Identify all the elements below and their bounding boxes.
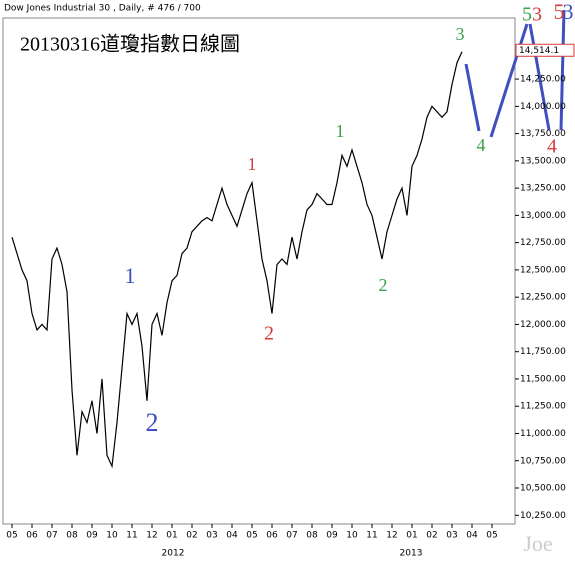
y-tick-label: 11,250.00 (520, 402, 566, 412)
x-tick-label: 07 (46, 531, 57, 541)
y-tick-label: 12,000.00 (520, 320, 566, 330)
x-tick-label: 08 (66, 531, 78, 541)
x-tick-label: 01 (406, 531, 417, 541)
y-tick-label: 11,000.00 (520, 429, 566, 439)
price-line (11, 51, 463, 469)
wave-label: 2 (379, 275, 388, 295)
x-tick-label: 10 (106, 531, 118, 541)
y-tick-label: 12,500.00 (520, 265, 566, 275)
x-tick-label: 03 (206, 531, 217, 541)
wave-label: 1 (248, 154, 257, 174)
x-tick-label: 07 (286, 531, 297, 541)
wave-label: 2 (264, 323, 274, 345)
wave-label: 1 (125, 263, 136, 288)
x-tick-label: 02 (186, 531, 197, 541)
wave-label: 4 (547, 136, 557, 158)
x-tick-label: 12 (386, 531, 397, 541)
chart-title: 20130316道瓊指數日線圖 (20, 33, 240, 56)
projection-line (559, 9, 566, 131)
wave-projection (464, 9, 566, 138)
x-tick-label: 11 (366, 531, 377, 541)
x-tick-label: 08 (306, 531, 318, 541)
y-tick-label: 10,750.00 (520, 456, 566, 466)
y-tick-label: 11,750.00 (520, 347, 566, 357)
x-tick-label: 09 (86, 531, 98, 541)
wave-label: 5 (522, 4, 532, 26)
wave-label: 2 (146, 408, 159, 437)
x-tick-label: 03 (446, 531, 457, 541)
x-tick-label: 05 (486, 531, 497, 541)
wave-label: 5 (554, 0, 565, 24)
x-tick-label: 10 (346, 531, 358, 541)
header: Dow Jones Industrial 30 , Daily, # 476 /… (4, 4, 201, 14)
watermark: Joe (523, 531, 552, 556)
wave-label: 4 (477, 135, 486, 155)
year-label: 2013 (400, 549, 423, 559)
wave-label: 3 (456, 24, 465, 44)
y-tick-label: 10,250.00 (520, 511, 566, 521)
wave-label: 1 (336, 121, 345, 141)
x-tick-label: 01 (166, 531, 177, 541)
wave-label: 3 (563, 0, 574, 24)
y-tick-label: 13,000.00 (520, 211, 566, 221)
y-tick-label: 13,250.00 (520, 184, 566, 194)
last-price-box (515, 43, 575, 57)
projection-line (528, 23, 551, 131)
x-tick-label: 04 (466, 531, 478, 541)
x-tick-label: 02 (426, 531, 437, 541)
wave-label: 3 (532, 4, 542, 26)
projection-line (464, 63, 481, 132)
year-label: 2012 (162, 549, 185, 559)
x-tick-label: 11 (126, 531, 137, 541)
x-tick-label: 06 (26, 531, 38, 541)
x-tick-label: 09 (326, 531, 338, 541)
plot-frame (2, 17, 516, 525)
y-tick-label: 13,750.00 (520, 129, 566, 139)
last-price-label: 14,514.1 (519, 46, 559, 56)
y-tick-label: 12,250.00 (520, 293, 566, 303)
y-tick-label: 13,500.00 (520, 156, 566, 166)
y-tick-label: 12,750.00 (520, 238, 566, 248)
x-tick-label: 12 (146, 531, 157, 541)
x-tick-label: 05 (6, 531, 17, 541)
x-tick-label: 05 (246, 531, 257, 541)
x-tick-label: 04 (226, 531, 238, 541)
projection-line (489, 23, 529, 138)
y-tick-label: 10,500.00 (520, 484, 566, 494)
x-tick-label: 06 (266, 531, 278, 541)
y-tick-label: 14,250.00 (520, 75, 566, 85)
y-tick-label: 11,500.00 (520, 374, 566, 384)
y-tick-label: 14,000.00 (520, 102, 566, 112)
